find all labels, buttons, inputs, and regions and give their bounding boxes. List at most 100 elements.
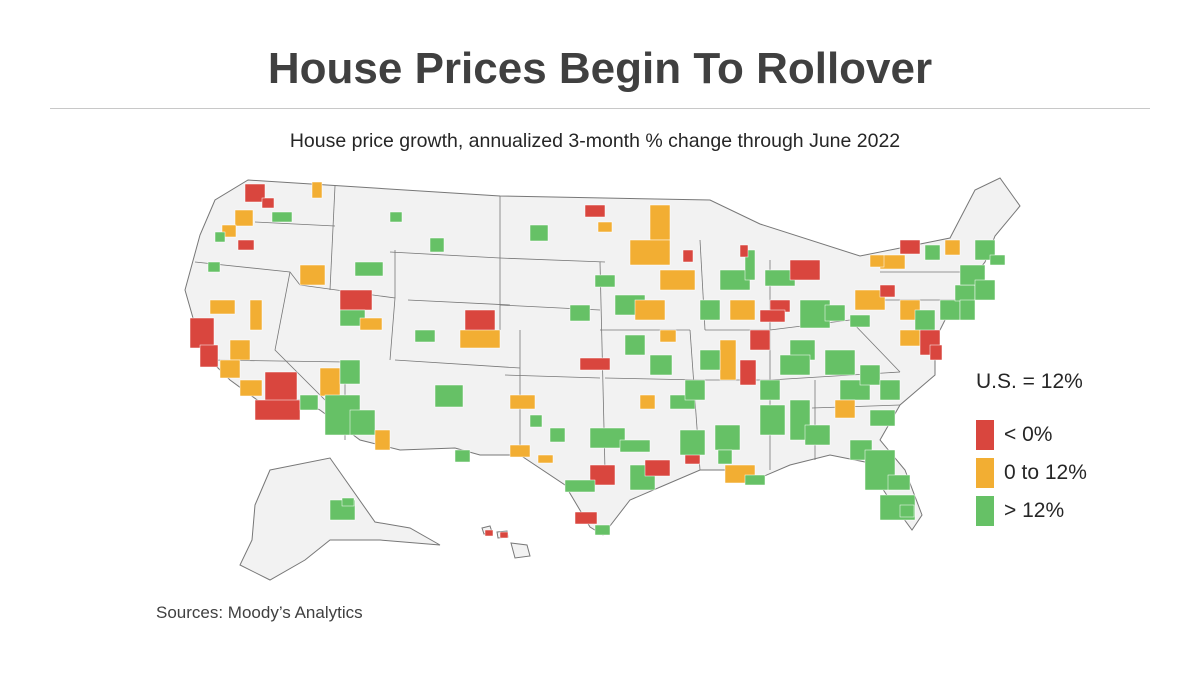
metro-areas [189,181,1006,539]
legend-item-high: > 12% [976,492,1087,530]
state-boundary-line [504,374,601,379]
legend-swatch-high [976,496,994,526]
metro-area [649,204,671,241]
metro-area [714,424,741,451]
legend-item-negative: < 0% [976,416,1087,454]
metro-area [564,479,596,493]
metro-area [499,531,509,539]
metro-area [569,304,591,322]
metro-area [354,261,384,277]
metro-area [549,427,566,443]
metro-area [414,329,436,343]
metro-area [854,289,886,311]
metro-area [459,329,501,349]
metro-area [271,211,293,223]
metro-area [719,339,737,381]
metro-area [887,474,911,491]
metro-area [209,299,236,315]
state-boundary-line [389,251,501,259]
metro-area [649,354,673,376]
chart-subtitle: House price growth, annualized 3-month %… [289,130,901,152]
state-boundary-line [499,257,606,263]
metro-area [624,334,646,356]
metro-area [597,221,613,233]
metro-area [699,299,721,321]
metro-area [229,339,251,361]
metro-area [659,329,677,343]
metro-area [584,204,606,218]
legend-label-high: > 12% [1004,499,1065,522]
metro-area [682,249,694,263]
metro-area [804,424,831,446]
metro-area [859,364,881,386]
metro-area [264,371,298,403]
metro-area [389,211,403,223]
state-boundary-line [407,299,511,306]
metro-area [744,474,766,486]
metro-area [684,379,706,401]
metro-area [237,239,255,251]
metro-area [789,259,821,281]
metro-area [974,279,996,301]
metro-area [239,379,263,397]
metro-area [244,183,266,203]
metro-area [594,524,611,536]
metro-area [639,394,656,410]
metro-area [824,349,856,376]
metro-area [589,427,626,449]
metro-area [749,329,771,351]
metro-area [869,254,885,268]
metro-area [509,394,536,410]
metro-area [529,224,549,242]
metro-area [299,394,319,411]
metro-area [634,299,666,321]
state-boundary-line [849,319,901,373]
metro-area [249,299,263,331]
metro-area [221,224,237,238]
metro-area [824,304,846,322]
metro-area [374,429,391,451]
legend-swatch-negative [976,420,994,450]
metro-area [834,399,856,419]
metro-area [199,344,219,368]
metro-area [929,344,943,361]
metro-area [429,237,445,253]
title-divider [50,108,1150,109]
state-boundary-line [254,221,336,227]
metro-area [574,511,598,525]
metro-area [759,404,786,436]
metro-area [214,231,226,243]
metro-area [899,239,921,255]
metro-area [339,289,373,311]
metro-area [454,449,471,463]
metro-area [739,244,749,258]
metro-area [529,414,543,428]
metro-area [219,359,241,379]
state-boundary-line [274,271,346,421]
legend-item-moderate: 0 to 12% [976,454,1087,492]
legend-label-negative: < 0% [1004,423,1053,446]
metro-area [959,299,976,321]
metro-area [189,317,215,349]
metro-area [899,329,921,347]
legend-heading: U.S. = 12% [976,370,1083,393]
metro-area [739,359,757,386]
metro-area [261,197,275,209]
metro-area [939,299,961,321]
metro-area [879,284,896,298]
metro-area [537,454,554,464]
metro-area [759,379,781,401]
metro-area [924,244,941,261]
metro-area [717,449,733,465]
metro-area [207,261,221,273]
metro-area [434,384,464,408]
metro-area [729,299,756,321]
source-note: Sources: Moody’s Analytics [156,603,363,622]
metro-area [619,439,651,453]
metro-area [944,239,961,256]
legend-swatch-moderate [976,458,994,488]
metro-area [349,409,376,436]
metro-area [319,367,341,397]
metro-area [644,459,671,477]
